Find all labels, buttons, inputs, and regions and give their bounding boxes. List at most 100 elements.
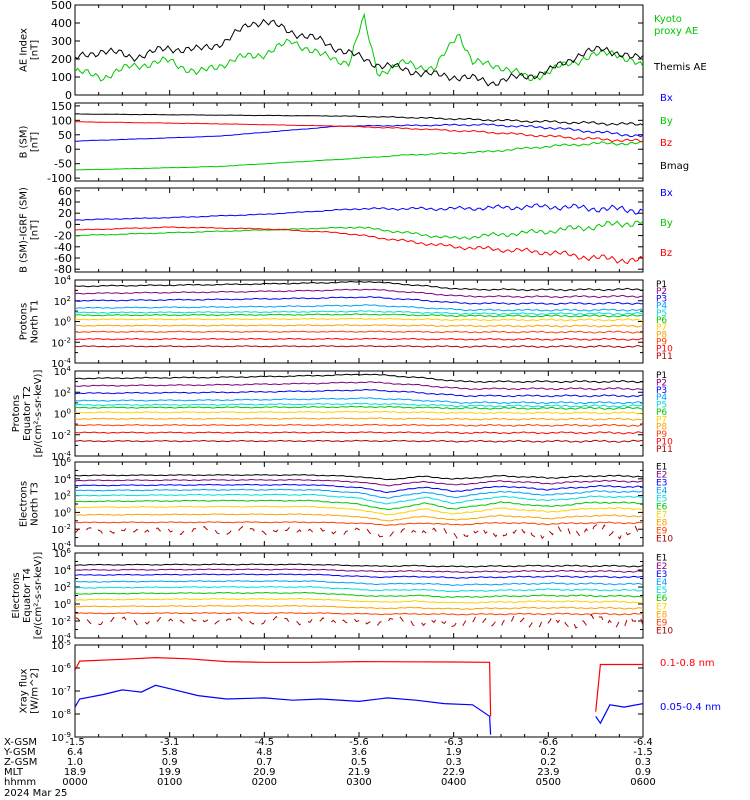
y-tick-label: 100 <box>54 316 71 329</box>
legend-label: P6 <box>656 408 667 418</box>
orbit-row-value: 0.3 <box>635 757 651 768</box>
series-line <box>75 330 643 334</box>
legend-label: Themis AE <box>653 62 707 73</box>
legend-label: Bx <box>660 188 673 199</box>
legend-label: Bmag <box>660 161 689 172</box>
y-tick-label: 500 <box>51 0 72 12</box>
y-tick-label: 10-8 <box>51 708 71 721</box>
legend-label: E2 <box>656 562 667 572</box>
legend-label: P11 <box>656 445 673 455</box>
series-line <box>75 478 643 487</box>
orbit-row-value: 0.2 <box>540 747 556 758</box>
y-tick-label: 10-5 <box>51 639 71 652</box>
series-line <box>75 423 643 427</box>
y-axis-label: Protons <box>19 303 30 340</box>
series-line <box>75 397 643 405</box>
y-axis-label: [nT] <box>30 40 41 60</box>
orbit-row-value: 4.8 <box>256 747 272 758</box>
orbit-row-value: 0500 <box>536 777 561 788</box>
series-line <box>75 613 643 631</box>
y-tick-label: 150 <box>51 100 72 113</box>
legend-label: P9 <box>656 430 667 440</box>
series-line <box>75 203 643 221</box>
y-tick-label: 100 <box>54 408 71 421</box>
orbit-row-value: 0.9 <box>162 757 178 768</box>
legend-label: P2 <box>656 287 667 297</box>
y-axis-label: Equator T2 <box>22 386 33 441</box>
date-label: 2024 Mar 25 <box>4 788 67 799</box>
y-tick-label: 100 <box>54 506 71 519</box>
series-line <box>75 288 643 299</box>
series-line <box>75 18 643 87</box>
y-axis-label: North T3 <box>30 482 41 526</box>
legend-label: E9 <box>656 527 668 537</box>
orbit-row-value: 0.7 <box>256 757 272 768</box>
series-line <box>75 580 643 587</box>
orbit-row-value: -1.5 <box>65 737 85 748</box>
y-axis-label: Electrons <box>11 572 22 618</box>
series-line <box>75 121 643 143</box>
orbit-row-value: -6.3 <box>444 737 464 748</box>
legend-label: E10 <box>656 535 673 545</box>
series-line <box>75 483 643 494</box>
legend-label: E7 <box>656 511 667 521</box>
orbit-row-value: 20.9 <box>253 767 275 778</box>
y-tick-label: 10-9 <box>51 731 71 744</box>
y-axis-label: [nT] <box>30 132 41 152</box>
orbit-row-value: 1.9 <box>446 747 462 758</box>
series-line <box>75 563 643 568</box>
legend-label: P9 <box>656 337 667 347</box>
panel-protons_t2: 10-4 10-2 100 102 104 Protons Equator T2 [p/(cm… <box>11 365 673 463</box>
legend-label: P8 <box>656 423 667 433</box>
y-tick-label: 106 <box>54 456 72 469</box>
y-tick-label: 10-4 <box>51 357 71 370</box>
y-axis-label: [p/(cm²-s-sr-keV)] <box>33 370 44 458</box>
y-tick-label: 20 <box>58 207 72 220</box>
legend-label: P1 <box>656 371 667 381</box>
legend-label: E2 <box>656 471 667 481</box>
y-tick-label: 102 <box>54 490 71 503</box>
series-line <box>75 402 643 408</box>
orbit-row-label: X-GSM <box>4 737 37 748</box>
y-axis-label: North T1 <box>30 300 41 344</box>
panel-electrons_t4: 10-4 10-2 100 102 104 106 Electrons Equator T4[… <box>11 547 673 645</box>
y-tick-label: 10-7 <box>51 685 71 698</box>
series-line <box>75 568 643 574</box>
panel-protons_t1: 10-4 10-2 100 102 104 Protons North T1 P1P2P3P4… <box>19 274 674 370</box>
series-line <box>75 597 643 604</box>
series-line <box>75 304 643 312</box>
y-tick-label: 102 <box>54 295 71 308</box>
y-tick-label: 0 <box>65 89 72 102</box>
orbit-row-value: 3.6 <box>351 747 367 758</box>
orbit-row-value: 18.9 <box>64 767 86 778</box>
orbit-row-value: 21.9 <box>348 767 370 778</box>
y-tick-label: 104 <box>54 473 72 486</box>
y-tick-label: 50 <box>58 129 72 142</box>
legend-label: P7 <box>656 415 667 425</box>
series-line <box>75 226 643 265</box>
orbit-row-value: -6.6 <box>539 737 559 748</box>
orbit-row-value: -5.6 <box>349 737 369 748</box>
y-tick-label: 100 <box>54 598 71 611</box>
legend-label: E5 <box>656 495 667 505</box>
y-axis-label: [e/(cm²-s-sr-keV)] <box>33 552 44 640</box>
orbit-row-value: 0.5 <box>351 757 367 768</box>
series-line <box>75 612 643 616</box>
y-axis-label: AE Index <box>19 28 30 72</box>
y-axis-label: B (SM) <box>19 125 30 158</box>
series-line <box>75 513 643 522</box>
orbit-row-value: -6.4 <box>633 737 653 748</box>
legend-label: E5 <box>656 586 667 596</box>
series-line <box>75 123 643 142</box>
series-line <box>75 113 643 126</box>
series-line <box>75 431 643 435</box>
y-tick-label: -80 <box>54 263 72 276</box>
orbit-row-value: 22.9 <box>443 767 465 778</box>
orbit-row-value: 0100 <box>157 777 182 788</box>
series-line <box>75 373 643 384</box>
series-line <box>75 439 643 443</box>
series-line <box>75 381 643 391</box>
